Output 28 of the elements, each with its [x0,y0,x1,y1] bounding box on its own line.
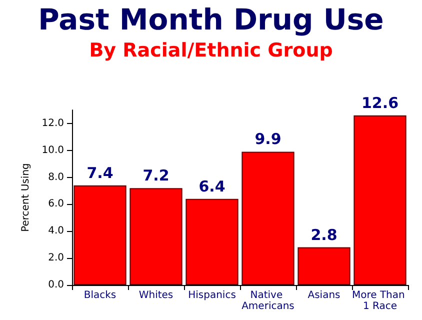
y-tick-label: 2.0 [48,252,64,264]
bar [354,115,406,285]
data-label: 7.2 [142,166,170,185]
y-tick-label: 6.0 [48,198,64,210]
x-tick-label: Native Americans [242,290,294,312]
bar [242,152,294,285]
y-tick-label: 10.0 [42,144,64,156]
bar [298,247,350,285]
bar [130,188,182,285]
data-label: 12.6 [361,94,399,112]
x-tick-label: Hispanics [188,290,236,301]
x-tick-label: More Than 1 Race [352,290,408,312]
chart-title: Past Month Drug Use [38,2,384,36]
x-tick-label: Whites [138,290,174,301]
y-tick-label: 0.0 [48,280,64,290]
bar [74,185,126,285]
y-tick-label: 4.0 [48,226,64,237]
y-tick-label: 8.0 [48,172,64,183]
x-tick-label: Blacks [84,290,116,301]
chart-subtitle: By Racial/Ethnic Group [89,40,333,62]
y-axis-title: Percent Using [20,163,32,232]
x-tick-label: Asians [308,290,340,301]
data-label: 9.9 [254,130,282,148]
data-label: 6.4 [198,177,226,196]
data-label: 2.8 [310,226,338,244]
bar [186,198,238,285]
y-tick-label: 12.0 [42,118,64,129]
data-label: 7.4 [86,164,114,182]
